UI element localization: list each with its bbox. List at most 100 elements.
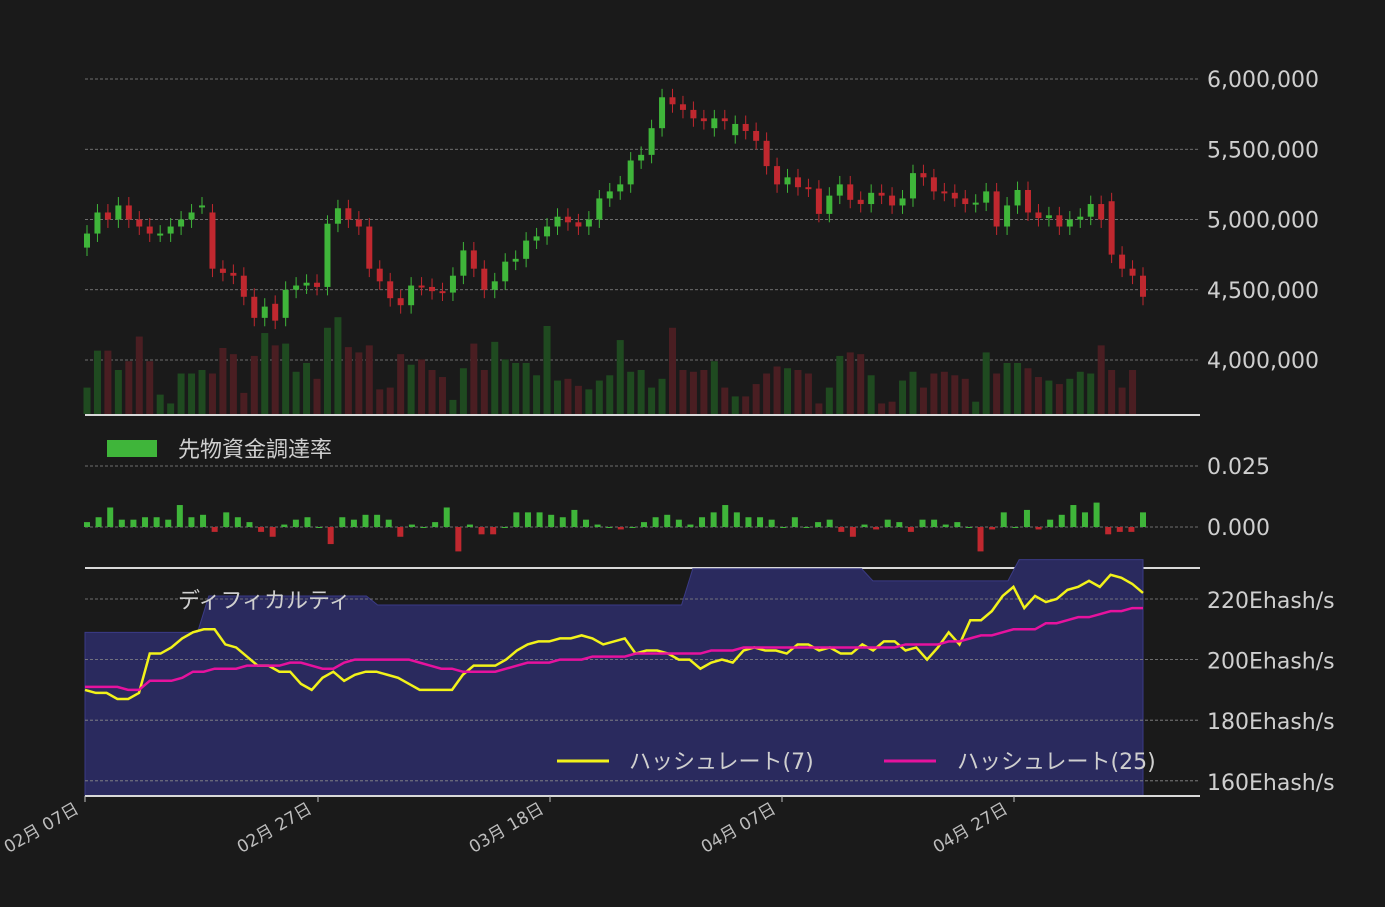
candle-body — [868, 192, 875, 205]
candle-body — [972, 202, 979, 205]
candle-body — [1108, 201, 1115, 255]
funding-bar — [327, 527, 334, 545]
funding-bar — [118, 519, 125, 527]
volume-bar — [114, 370, 122, 414]
candle-body — [502, 261, 509, 282]
candle-body — [847, 184, 854, 200]
volume-bar — [282, 343, 290, 414]
volume-bar — [93, 350, 101, 414]
funding-bar — [513, 512, 520, 527]
funding-bar — [1023, 509, 1030, 527]
x-tick-label: 04月 07日 — [698, 799, 780, 858]
candle-body — [930, 177, 937, 192]
funding-bar — [1105, 527, 1112, 535]
volume-bar — [982, 352, 990, 414]
volume-bar — [459, 368, 467, 414]
price-tick-label: 5,500,000 — [1207, 138, 1319, 163]
funding-bar — [536, 512, 543, 527]
difficulty-area — [84, 559, 1144, 797]
funding-bar — [582, 519, 589, 527]
funding-bar — [641, 522, 648, 527]
volume-bar — [919, 387, 927, 414]
volume-bar — [480, 370, 488, 414]
volume-bar — [888, 401, 896, 414]
funding-bar — [234, 517, 241, 527]
hashrate-tick-label: 200Ehash/s — [1207, 650, 1335, 675]
candle-body — [679, 104, 686, 110]
candle-body — [261, 306, 268, 318]
funding-bar — [397, 527, 404, 537]
candle-body — [408, 285, 415, 306]
candle-body — [188, 212, 195, 220]
hashrate-tick-label: 220Ehash/s — [1207, 589, 1335, 614]
funding-bar — [838, 527, 845, 532]
funding-bar — [791, 517, 798, 527]
funding-bar — [362, 514, 369, 527]
x-axis: 02月 07日 02月 27日 03月 18日 04月 07日 04月 27日 — [1, 796, 1015, 858]
candle-body — [836, 184, 843, 196]
volume-bar — [83, 387, 91, 414]
funding-bar — [1070, 505, 1077, 527]
volume-bar — [407, 364, 415, 414]
funding-bar — [629, 527, 636, 528]
funding-bar — [281, 524, 288, 527]
candle-body — [941, 191, 948, 194]
candle-body — [470, 250, 477, 269]
candle-body — [167, 226, 174, 234]
funding-legend-swatch — [107, 440, 157, 457]
volume-bar — [972, 401, 980, 414]
funding-bar — [699, 517, 706, 527]
funding-bar — [292, 519, 299, 527]
volume-bar — [1108, 370, 1116, 414]
volume-bar — [742, 396, 750, 414]
candle-body — [627, 160, 634, 185]
volume-bar — [1076, 371, 1084, 414]
candle-body — [1077, 216, 1084, 220]
volume-bar — [930, 373, 938, 414]
volume-bar — [512, 362, 520, 414]
candle-body — [293, 285, 300, 290]
funding-bar — [350, 519, 357, 527]
volume-bar — [543, 326, 551, 414]
funding-bar — [490, 527, 497, 535]
volume-bar — [721, 387, 729, 414]
price-tick-label: 5,000,000 — [1207, 209, 1319, 234]
candle-body — [805, 187, 812, 190]
candle-body — [1035, 212, 1042, 219]
funding-bar — [931, 519, 938, 527]
candle-body — [585, 219, 592, 227]
candle-body — [1140, 275, 1146, 297]
funding-bar — [884, 519, 891, 527]
candle-body — [481, 268, 488, 290]
candle-body — [345, 208, 352, 220]
candle-body — [732, 123, 739, 136]
funding-bar — [617, 527, 624, 530]
funding-bar — [919, 519, 926, 527]
volume-bar — [606, 375, 614, 414]
candle-body — [1024, 189, 1031, 213]
candle-body — [596, 198, 603, 220]
volume-bar — [627, 371, 635, 414]
funding-bar — [1128, 527, 1135, 532]
funding-bar — [316, 527, 323, 528]
candle-body — [439, 291, 446, 294]
candle-body — [146, 226, 153, 234]
candle-body — [826, 195, 833, 214]
volume-bar — [229, 354, 237, 414]
candle-body — [418, 285, 425, 288]
hashrate25-legend-label: ハッシュレート(25) — [957, 750, 1156, 775]
price-panel: 6,000,000 5,500,000 5,000,000 4,500,000 4,00… — [83, 68, 1319, 416]
volume-bar — [679, 370, 687, 414]
funding-bar — [200, 514, 207, 527]
candle-body — [753, 130, 760, 141]
volume-bar — [491, 341, 499, 414]
candle-body — [1004, 205, 1011, 227]
volume-bar — [1003, 362, 1011, 414]
funding-bar — [826, 519, 833, 527]
funding-bar — [559, 517, 566, 527]
funding-bar — [1012, 527, 1019, 528]
price-tick-label: 4,500,000 — [1207, 279, 1319, 304]
volume-bar — [146, 361, 154, 414]
volume-bar — [574, 385, 582, 414]
